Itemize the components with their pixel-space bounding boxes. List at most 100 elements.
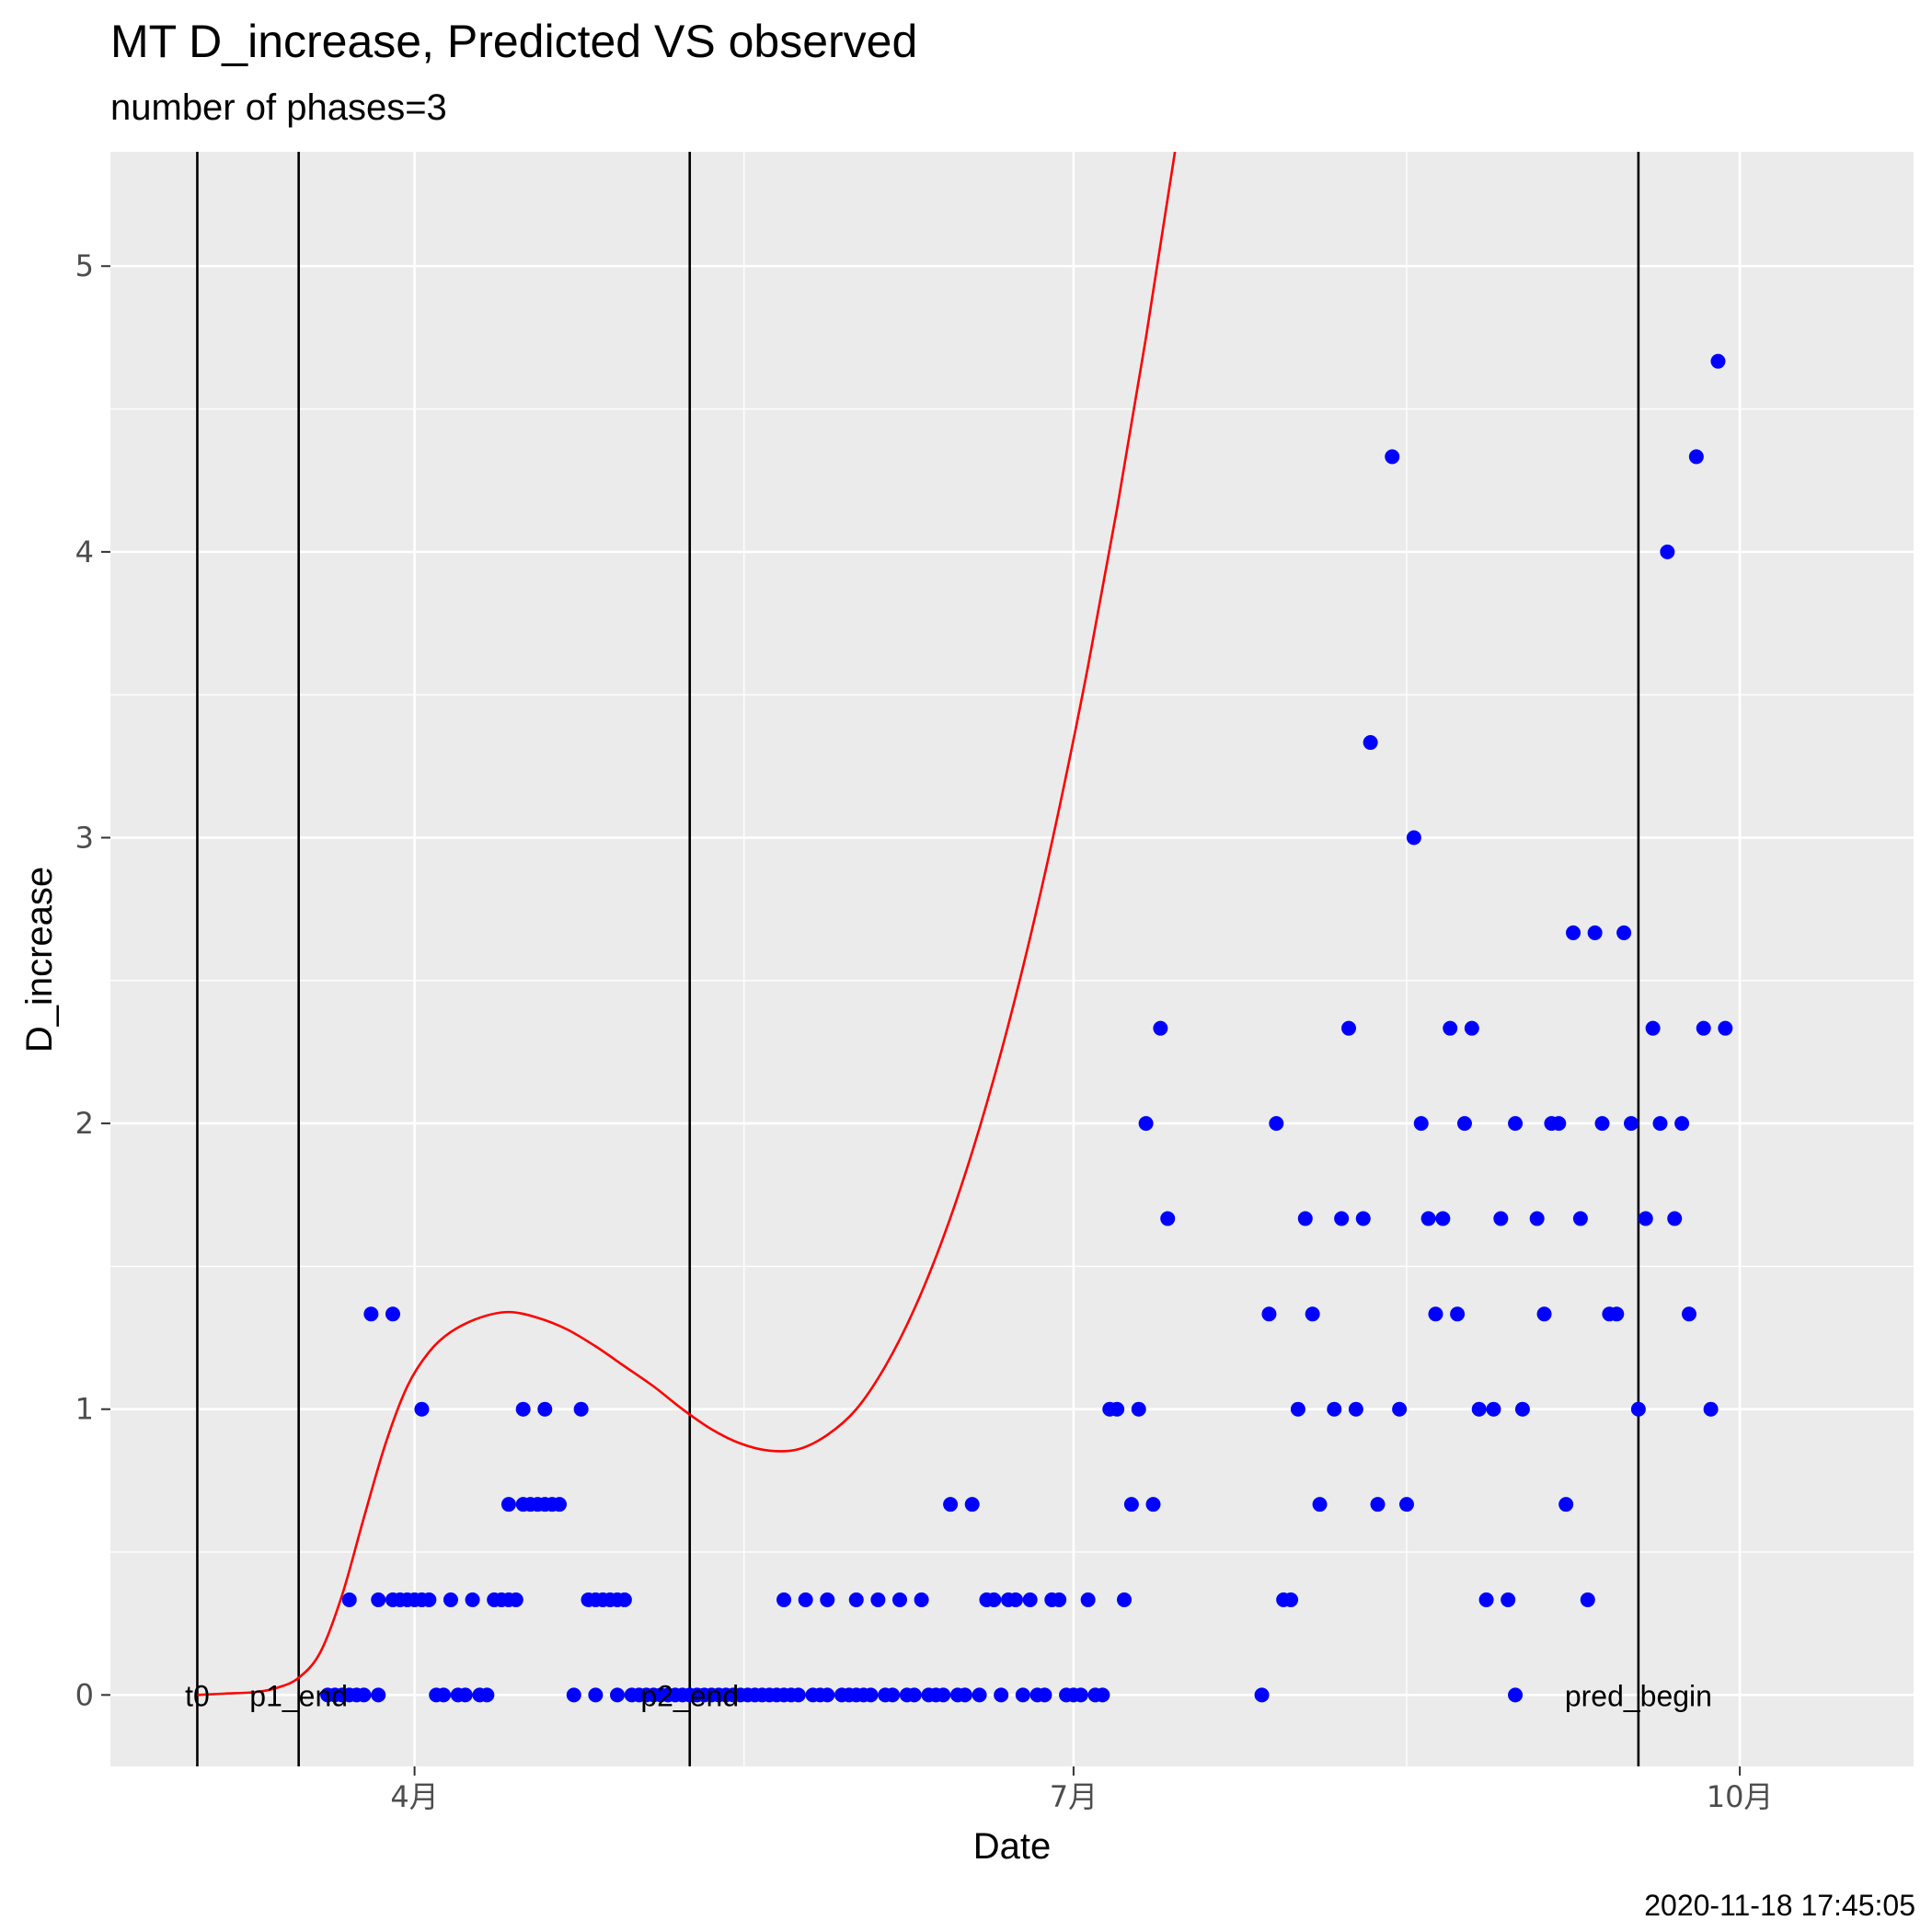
- observed-point: [1580, 1592, 1595, 1607]
- observed-point: [1276, 1592, 1292, 1607]
- observed-point: [1435, 1211, 1451, 1226]
- observed-point: [1398, 1497, 1414, 1512]
- observed-point: [1443, 1020, 1458, 1036]
- observed-point: [1660, 544, 1675, 559]
- observed-point: [885, 1687, 901, 1703]
- observed-point: [1145, 1497, 1161, 1512]
- observed-point: [1392, 1401, 1408, 1417]
- observed-point: [457, 1687, 473, 1703]
- observed-point: [508, 1592, 523, 1607]
- observed-point: [1572, 1211, 1588, 1226]
- observed-point: [1052, 1592, 1067, 1607]
- observed-point: [1007, 1592, 1023, 1607]
- observed-point: [500, 1497, 516, 1512]
- minor-gridlines: [110, 152, 1914, 1766]
- observed-point: [957, 1687, 972, 1703]
- phase-labels: t0 p1_end p2_end pred_begin: [185, 1679, 1712, 1712]
- observed-point: [1095, 1687, 1110, 1703]
- observed-point: [610, 1687, 626, 1703]
- observed-point: [341, 1592, 357, 1607]
- observed-point: [356, 1687, 372, 1703]
- observed-point: [820, 1687, 835, 1703]
- observed-point: [1508, 1116, 1524, 1132]
- observed-point: [1290, 1401, 1305, 1417]
- observed-point: [914, 1592, 929, 1607]
- y-tick-label: 0: [75, 1677, 94, 1712]
- chart-title: MT D_increase, Predicted VS observed: [110, 16, 917, 67]
- phase-line-label: pred_begin: [1565, 1679, 1712, 1712]
- observed-point: [1080, 1592, 1096, 1607]
- observed-point: [588, 1687, 604, 1703]
- observed-point: [1696, 1020, 1711, 1036]
- observed-point: [1536, 1306, 1552, 1322]
- observed-point: [552, 1497, 568, 1512]
- observed-point: [1508, 1687, 1524, 1703]
- observed-point: [863, 1687, 879, 1703]
- observed-point: [421, 1592, 437, 1607]
- observed-point: [1297, 1211, 1313, 1226]
- observed-point: [616, 1592, 632, 1607]
- x-axis-title: Date: [973, 1826, 1052, 1867]
- predicted-curve: [197, 152, 1177, 1696]
- y-axis-ticks: 0 1 2 3 4 5: [75, 248, 110, 1712]
- observed-point: [1428, 1306, 1443, 1322]
- observed-point: [1123, 1497, 1139, 1512]
- observed-point: [1334, 1211, 1350, 1226]
- observed-point: [1341, 1020, 1357, 1036]
- x-tick-label: 10月: [1707, 1779, 1774, 1814]
- phase-lines: [196, 152, 1640, 1766]
- x-tick-label: 7月: [1050, 1779, 1098, 1814]
- observed-point: [986, 1592, 1002, 1607]
- observed-point: [1015, 1687, 1030, 1703]
- observed-point: [1355, 1211, 1371, 1226]
- observed-point: [1667, 1211, 1683, 1226]
- observed-point: [1110, 1401, 1125, 1417]
- observed-point: [1037, 1687, 1052, 1703]
- phase-line-label: p2_end: [640, 1679, 739, 1712]
- observed-point: [1450, 1306, 1466, 1322]
- observed-point: [848, 1592, 864, 1607]
- observed-point: [1312, 1497, 1328, 1512]
- y-tick-label: 1: [75, 1392, 94, 1427]
- phase-line-label: p1_end: [249, 1679, 348, 1712]
- observed-point: [1486, 1401, 1501, 1417]
- observed-point: [1348, 1401, 1363, 1417]
- plot-panel: [110, 152, 1914, 1766]
- observed-point: [1370, 1497, 1386, 1512]
- observed-point: [1022, 1592, 1038, 1607]
- observed-point: [515, 1401, 531, 1417]
- observed-point: [1688, 449, 1704, 465]
- observed-point: [820, 1592, 835, 1607]
- observed-point: [1587, 925, 1603, 940]
- observed-point: [1609, 1306, 1625, 1322]
- observed-point: [943, 1497, 959, 1512]
- observed-point: [537, 1401, 553, 1417]
- observed-point: [414, 1401, 430, 1417]
- observed-point: [906, 1687, 922, 1703]
- observed-point: [1566, 925, 1581, 940]
- observed-point: [1681, 1306, 1696, 1322]
- observed-points: [320, 353, 1733, 1703]
- observed-point: [964, 1497, 980, 1512]
- observed-point: [1703, 1401, 1719, 1417]
- predicted-line: [197, 152, 1177, 1696]
- chart-caption: 2020-11-18 17:45:05: [1644, 1889, 1915, 1922]
- observed-point: [573, 1401, 589, 1417]
- observed-point: [1551, 1116, 1567, 1132]
- observed-point: [1406, 830, 1421, 845]
- x-tick-label: 4月: [390, 1779, 438, 1814]
- observed-point: [1501, 1592, 1516, 1607]
- observed-point: [870, 1592, 886, 1607]
- observed-point: [891, 1592, 907, 1607]
- chart-subtitle: number of phases=3: [110, 87, 447, 128]
- observed-point: [1674, 1116, 1690, 1132]
- y-tick-label: 5: [75, 248, 94, 283]
- observed-point: [1464, 1020, 1479, 1036]
- observed-point: [1529, 1211, 1545, 1226]
- observed-point: [1131, 1401, 1146, 1417]
- observed-point: [1153, 1020, 1168, 1036]
- observed-point: [371, 1687, 386, 1703]
- observed-point: [436, 1687, 452, 1703]
